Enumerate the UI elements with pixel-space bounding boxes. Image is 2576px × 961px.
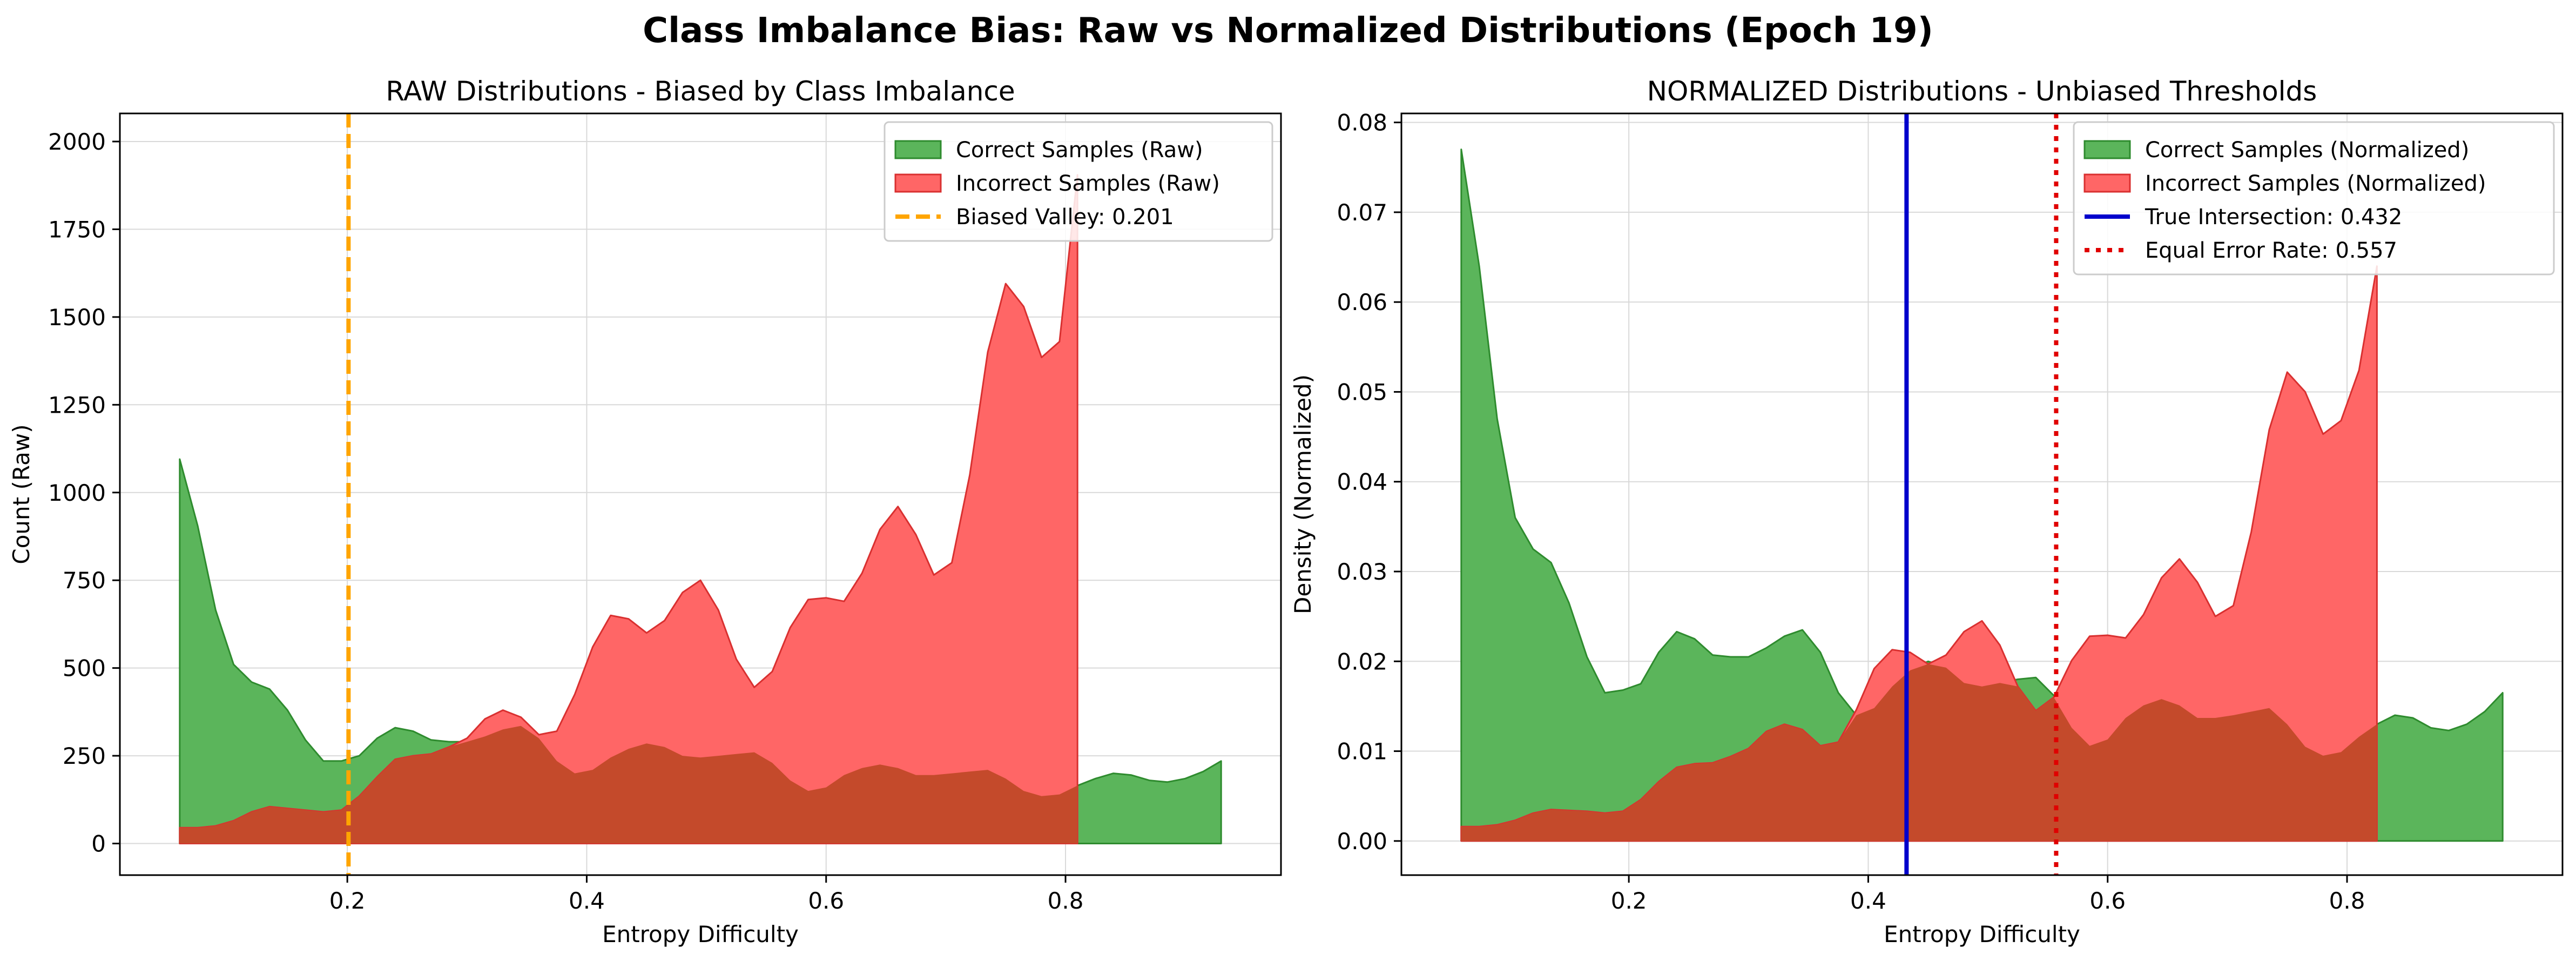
raw-xtick-label: 0.2 — [329, 888, 366, 914]
raw-ytick-label: 0 — [91, 831, 106, 857]
normalized-ytick-label: 0.02 — [1337, 648, 1387, 675]
raw-ytick-label: 500 — [63, 655, 106, 682]
raw-panel-ticks: 0.2 0.4 0.6 0.8 0 250 500 750 1000 1250 1500 1750 20… — [48, 129, 1083, 914]
normalized-ytick-label: 0.05 — [1337, 379, 1387, 405]
normalized-panel-areas — [1460, 149, 2504, 842]
normalized-legend-label: Equal Error Rate: 0.557 — [2145, 238, 2397, 263]
figure-suptitle: Class Imbalance Bias: Raw vs Normalized … — [643, 11, 1933, 51]
normalized-ytick-label: 0.01 — [1337, 738, 1387, 765]
raw-ytick-label: 1000 — [48, 480, 106, 506]
raw-panel-frame — [119, 112, 1282, 876]
raw-legend-label: Incorrect Samples (Raw) — [956, 171, 1220, 196]
raw-incorrect-area — [179, 174, 1078, 844]
normalized-panel-title: NORMALIZED Distributions - Unbiased Thre… — [1647, 76, 2317, 107]
raw-ytick-label: 250 — [63, 743, 106, 769]
normalized-legend-label: True Intersection: 0.432 — [2145, 205, 2402, 230]
normalized-xtick-label: 0.8 — [2329, 888, 2365, 914]
raw-legend-swatch — [894, 140, 942, 159]
normalized-ytick-label: 0.04 — [1337, 469, 1387, 495]
normalized-legend-label: Incorrect Samples (Normalized) — [2145, 171, 2486, 196]
raw-xtick-label: 0.6 — [808, 888, 844, 914]
normalized-xtick-label: 0.4 — [1850, 888, 1886, 914]
normalized-legend-swatch — [2083, 140, 2131, 159]
raw-overlap-area — [179, 725, 1078, 844]
raw-ytick-label: 750 — [63, 567, 106, 594]
normalized-legend-box — [2073, 121, 2555, 275]
raw-xtick-label: 0.8 — [1048, 888, 1084, 914]
raw-xtick-label: 0.4 — [569, 888, 605, 914]
raw-ytick-label: 1750 — [48, 216, 106, 243]
raw-panel-title: RAW Distributions - Biased by Class Imba… — [386, 76, 1015, 107]
normalized-ytick-label: 0.00 — [1337, 828, 1387, 855]
normalized-ytick-label: 0.03 — [1337, 559, 1387, 585]
raw-panel-legend: Correct Samples (Raw) Incorrect Samples (… — [884, 121, 1273, 242]
raw-ytick-label: 2000 — [48, 129, 106, 155]
normalized-overlap-area — [1461, 664, 2377, 841]
normalized-legend-swatch — [2083, 173, 2131, 193]
normalized-panel-ylabel: Density (Normalized) — [1290, 374, 1316, 614]
raw-ytick-label: 1500 — [48, 304, 106, 331]
raw-legend-label: Correct Samples (Raw) — [956, 138, 1203, 163]
normalized-panel-legend: Correct Samples (Normalized) Incorrect Sa… — [2073, 121, 2555, 275]
normalized-ytick-label: 0.06 — [1337, 289, 1387, 315]
raw-ytick-label: 1250 — [48, 392, 106, 418]
normalized-distributions-panel: NORMALIZED Distributions - Unbiased Thre… — [1290, 76, 2564, 947]
normalized-panel-xlabel: Entropy Difficulty — [1884, 921, 2080, 947]
raw-legend-swatch — [894, 173, 942, 193]
normalized-xtick-label: 0.2 — [1611, 888, 1647, 914]
raw-panel-areas — [179, 174, 1222, 844]
raw-legend-box — [884, 121, 1273, 242]
normalized-legend-label: Correct Samples (Normalized) — [2145, 138, 2469, 163]
normalized-panel-reference-lines — [1904, 113, 2059, 875]
normalized-ytick-label: 0.08 — [1337, 110, 1387, 136]
raw-distributions-panel: RAW Distributions - Biased by Class Imba… — [8, 76, 1282, 947]
raw-panel-xlabel: Entropy Difficulty — [602, 921, 799, 947]
raw-legend-label: Biased Valley: 0.201 — [956, 205, 1174, 230]
normalized-panel-frame — [1400, 112, 2564, 876]
raw-panel-ylabel: Count (Raw) — [8, 424, 35, 564]
normalized-ytick-label: 0.07 — [1337, 199, 1387, 226]
normalized-xtick-label: 0.6 — [2089, 888, 2126, 914]
normalized-panel-ticks: 0.2 0.4 0.6 0.8 0.00 0.01 0.02 0.03 0.04 0.05 0.06… — [1337, 110, 2365, 914]
